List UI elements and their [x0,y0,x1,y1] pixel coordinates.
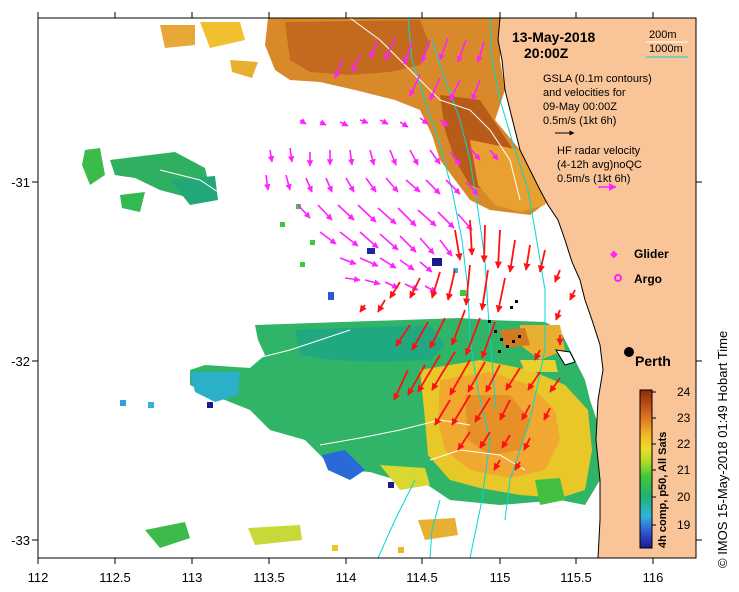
gsla-legend-scale: 0.5m/s (1kt 6h) [543,115,616,127]
gsla-contours [159,18,526,471]
colorbar-tick-label: 23 [677,411,691,425]
colorbar-tick-label: 24 [677,385,691,399]
perth-marker-icon [624,347,634,357]
y-tick-label: -31 [11,175,30,190]
colorbar-ticks [652,391,656,526]
colorbar-tick-label: 21 [677,463,691,477]
sst-specks [120,204,466,553]
argo-label: Argo [634,272,662,286]
hf-radar-arrows [264,37,499,293]
x-tick-label: 113.5 [253,570,285,585]
y-tick-label: -32 [11,354,30,369]
hf-legend-line: (4-12h avg)noQC [557,159,642,171]
axis-ticks [32,12,702,564]
colorbar [639,389,653,549]
glider-label: Glider [634,247,669,261]
plot-frame [37,17,697,559]
header-date: 13-May-2018 [512,29,595,45]
gsla-legend-line: GSLA (0.1m contours) [543,73,652,85]
gsla-legend-line: and velocities for [543,87,626,99]
x-tick-label: 115 [490,570,511,585]
glider-symbol-icon: ◆ [610,249,618,260]
colorbar-label: 4h comp, p50, All Sats [657,432,669,548]
hf-legend-line: HF radar velocity [557,145,641,157]
isobath-contours [377,18,546,558]
colorbar-tick-label: 20 [677,490,691,504]
perth-label: Perth [635,353,671,369]
hf-legend-scale: 0.5m/s (1kt 6h) [557,173,630,185]
isobath-legend-200m: 200m [649,29,677,41]
x-tick-label: 116 [643,570,664,585]
header-time: 20:00Z [524,45,569,61]
gsla-velocity-arrows [359,219,577,471]
isobath-legend-1000m: 1000m [649,43,683,55]
rottnest-island [555,349,576,366]
x-tick-label: 113 [182,570,203,585]
gsla-legend-line: 09-May 00:00Z [543,101,617,113]
x-tick-label: 114 [336,570,357,585]
colorbar-tick-label: 19 [677,518,691,532]
x-tick-label: 114.5 [406,570,438,585]
sst-field [82,18,600,548]
colorbar-tick-label: 22 [677,437,691,451]
x-tick-label: 112 [28,570,49,585]
x-tick-label: 115.5 [560,570,592,585]
credit-text: © IMOS 15-May-2018 01:49 Hobart Time [715,331,730,568]
y-tick-label: -33 [11,533,30,548]
x-tick-label: 112.5 [99,570,131,585]
argo-symbol-icon [614,274,622,282]
glider-track [488,300,521,353]
